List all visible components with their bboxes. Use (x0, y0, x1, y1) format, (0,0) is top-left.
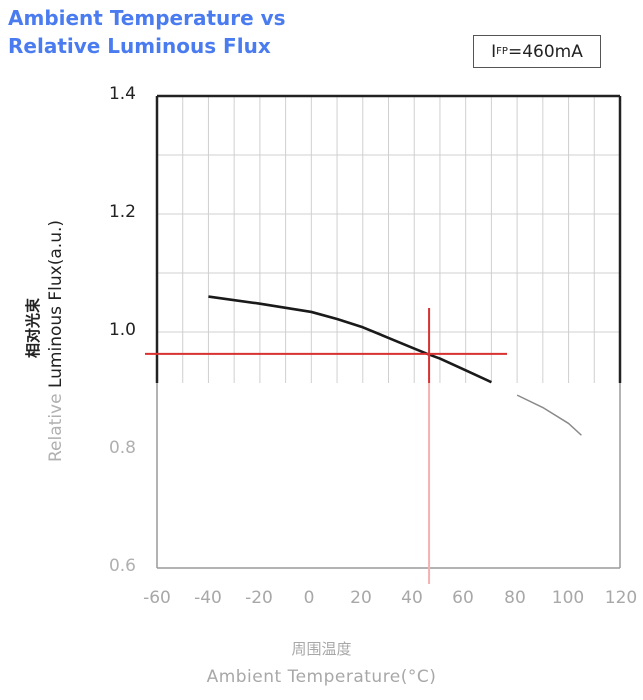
condition-subscript: FP (496, 46, 508, 57)
condition-value: =460mA (507, 41, 583, 62)
y-tick-1.0: 1.0 (108, 320, 136, 340)
x-tick-60: 60 (452, 588, 474, 608)
condition-symbol: I (491, 41, 497, 62)
data-curve-faded (516, 394, 582, 436)
data-curve (208, 295, 492, 384)
x-tick-40: 40 (401, 588, 423, 608)
x-tick--20: -20 (245, 588, 273, 608)
y-axis-title-text: Relative Luminous Flux(a.u.) (46, 220, 66, 462)
x-tick--60: -60 (143, 588, 171, 608)
x-tick-80: 80 (504, 588, 526, 608)
x-axis-title-cn: 周围温度 (291, 640, 352, 658)
y-axis-title: Relative Luminous Flux(a.u.) (46, 220, 66, 462)
y-tick-1.4: 1.4 (108, 84, 136, 104)
x-tick-20: 20 (350, 588, 372, 608)
chart-title-line1: Ambient Temperature vs (8, 6, 286, 30)
x-tick--40: -40 (194, 588, 222, 608)
chart-title: Ambient Temperature vs Relative Luminous… (8, 4, 286, 60)
y-axis-title-part-faded: Relative (46, 388, 66, 462)
y-axis-title-part: Luminous Flux(a.u.) (46, 219, 66, 389)
chart-title-line2: Relative Luminous Flux (8, 34, 271, 58)
x-tick-0: 0 (303, 588, 315, 608)
y-tick-0.6: 0.6 (108, 556, 136, 576)
condition-label-box: I FP =460mA (473, 35, 601, 68)
x-tick-120: 120 (604, 588, 638, 608)
y-axis-title-cn: 相对光束 (24, 297, 42, 358)
y-tick-1.2: 1.2 (108, 202, 136, 222)
x-tick-100: 100 (551, 588, 585, 608)
y-tick-0.8: 0.8 (108, 438, 136, 458)
x-axis-title: Ambient Temperature(°C) (206, 667, 437, 687)
